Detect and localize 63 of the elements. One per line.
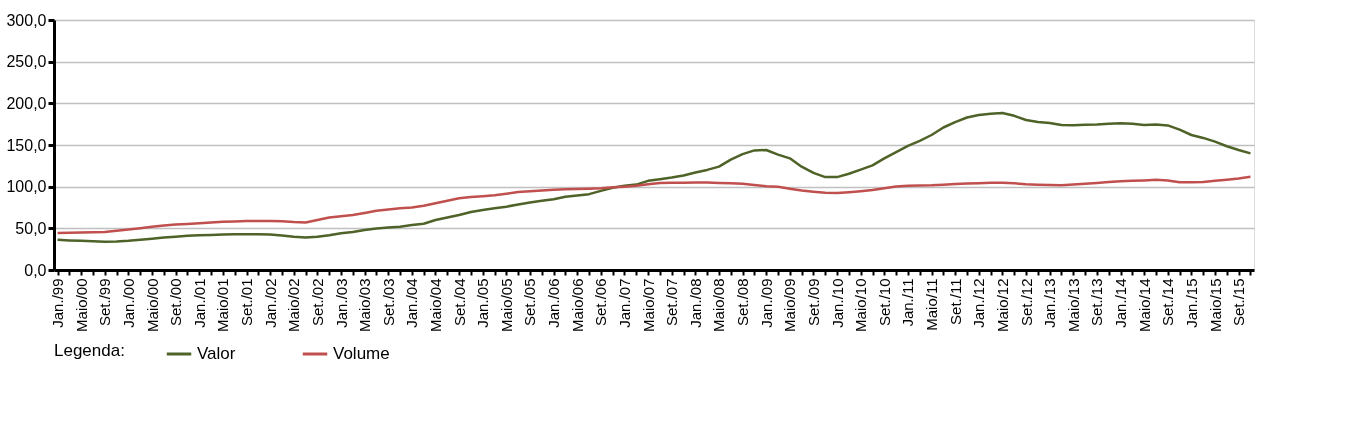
- x-tick-label: Set./09: [804, 278, 822, 327]
- x-tick-label: Jan./01: [190, 278, 208, 328]
- x-tick-label: Set./03: [379, 278, 397, 327]
- x-tick-label: Jan./14: [1112, 278, 1130, 328]
- legend-title: Legenda:: [54, 341, 125, 360]
- x-tick-label: Maio/02: [285, 278, 303, 332]
- x-tick-label: Jan./03: [332, 278, 350, 328]
- x-tick-label: Jan./11: [899, 278, 917, 327]
- line-series: [56, 111, 1252, 243]
- x-tick-label: Maio/03: [356, 278, 374, 332]
- y-tick-label: 50,0: [15, 219, 47, 237]
- x-tick-label: Maio/00: [143, 278, 161, 332]
- line-series: [56, 175, 1252, 235]
- x-tick-label: Jan./06: [545, 278, 563, 328]
- y-tick-label: 0,0: [24, 261, 47, 279]
- x-tick-label: Maio/01: [214, 278, 232, 332]
- x-tick-label: Maio/00: [72, 278, 90, 332]
- x-tick-label: Set./04: [450, 278, 468, 327]
- x-tick-label: Set./00: [167, 278, 185, 327]
- x-tick-label: Maio/04: [427, 278, 444, 332]
- x-tick-label: Maio/09: [781, 278, 799, 332]
- x-tick-label: Set./02: [308, 278, 326, 327]
- y-tick-label: 150,0: [6, 136, 47, 154]
- x-tick-label: Maio/14: [1135, 278, 1153, 332]
- x-tick-label: Maio/06: [568, 278, 586, 332]
- x-tick-label: Jan./15: [1182, 278, 1200, 328]
- x-tick-label: Jan./00: [119, 278, 137, 328]
- x-tick-label: Maio/05: [497, 278, 515, 332]
- x-tick-label: Set./13: [1088, 278, 1106, 327]
- x-tick-label: Jan./04: [403, 278, 421, 328]
- x-tick-label: Maio/15: [1206, 278, 1224, 332]
- x-tick-label: Set./07: [663, 278, 681, 327]
- x-tick-label: Set./11: [946, 278, 964, 325]
- y-tick-label: 100,0: [6, 178, 47, 196]
- x-tick-label: Maio/13: [1064, 278, 1082, 332]
- x-tick-label: Maio/10: [852, 278, 870, 332]
- x-tick-label: Jan./99: [49, 278, 67, 328]
- x-tick-label: Set./08: [734, 278, 752, 327]
- x-tick-label: Set./06: [592, 278, 610, 327]
- x-tick-label: Set./10: [875, 278, 893, 327]
- x-tick-label: Jan./07: [615, 278, 633, 328]
- y-tick-label: 300,0: [6, 11, 47, 29]
- x-tick-label: Maio/07: [639, 278, 657, 332]
- legend-label: Volume: [333, 344, 390, 363]
- x-tick-label: Jan./09: [757, 278, 775, 328]
- x-tick-label: Maio/08: [710, 278, 728, 332]
- x-tick-label: Jan./10: [828, 278, 846, 328]
- x-tick-label: Jan./13: [1041, 278, 1059, 328]
- x-tick-label: Set./99: [96, 278, 114, 327]
- x-tick-label: Set./14: [1159, 278, 1177, 327]
- x-tick-label: Jan./05: [474, 278, 492, 328]
- x-tick-label: Jan./12: [970, 278, 988, 328]
- legend-label: Valor: [197, 344, 236, 363]
- x-tick-label: Set./15: [1230, 278, 1248, 327]
- x-tick-label: Set./01: [238, 278, 256, 327]
- x-tick-label: Maio/11: [923, 278, 941, 331]
- x-tick-label: Set./12: [1017, 278, 1035, 327]
- x-tick-label: Jan./02: [261, 278, 279, 328]
- y-tick-label: 250,0: [6, 53, 47, 71]
- x-tick-label: Maio/12: [993, 278, 1011, 332]
- x-tick-label: Jan./08: [686, 278, 704, 328]
- y-tick-label: 200,0: [6, 94, 47, 112]
- x-tick-label: Set./05: [521, 278, 539, 327]
